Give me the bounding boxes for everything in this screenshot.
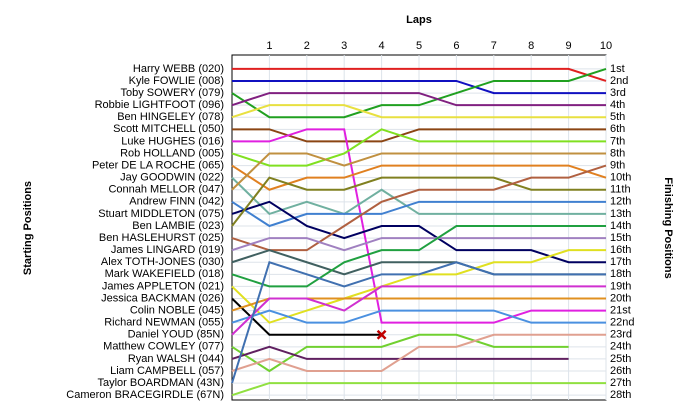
start-label: Alex TOTH-JONES (030) bbox=[101, 256, 224, 268]
y2-tick-label: 20th bbox=[610, 292, 631, 304]
x-tick-label: 3 bbox=[341, 40, 347, 52]
position-line bbox=[231, 309, 606, 324]
y2-tick-label: 9th bbox=[610, 159, 625, 171]
y2-axis-title: Finishing Positions bbox=[662, 177, 674, 278]
start-label: Luke HUGHES (016) bbox=[121, 135, 224, 147]
start-label: Colin NOBLE (045) bbox=[130, 304, 224, 316]
start-label: Ryan WALSH (044) bbox=[128, 353, 224, 365]
y2-tick-label: 6th bbox=[610, 123, 625, 135]
position-line bbox=[231, 260, 606, 384]
position-line bbox=[231, 285, 606, 336]
y2-tick-label: 25th bbox=[610, 353, 631, 365]
start-label: Connah MELLOR (047) bbox=[108, 184, 224, 196]
x-tick-label: 1 bbox=[266, 40, 272, 52]
position-line bbox=[231, 297, 382, 336]
start-label: James LINGARD (019) bbox=[111, 244, 224, 256]
y2-tick-label: 26th bbox=[610, 365, 631, 377]
start-label: Ben HASLEHURST (025) bbox=[99, 232, 224, 244]
x-tick-label: 4 bbox=[379, 40, 385, 52]
position-line bbox=[231, 104, 606, 119]
position-line bbox=[231, 200, 606, 264]
y2-tick-label: 19th bbox=[610, 280, 631, 292]
position-line bbox=[231, 333, 606, 372]
y2-tick-label: 10th bbox=[610, 172, 631, 184]
y2-tick-label: 16th bbox=[610, 244, 631, 256]
y2-tick-label: 27th bbox=[610, 377, 631, 389]
y2-tick-label: 28th bbox=[610, 389, 631, 401]
start-label: Mark WAKEFIELD (018) bbox=[105, 268, 224, 280]
position-line bbox=[232, 128, 606, 143]
start-label: Andrew FINN (042) bbox=[129, 196, 224, 208]
retirement-marker bbox=[376, 329, 387, 340]
start-label: Taylor BOARDMAN (43N) bbox=[97, 377, 224, 389]
x-tick-label: 10 bbox=[600, 40, 612, 52]
x-tick-label: 9 bbox=[566, 40, 572, 52]
start-label: Liam CAMPBELL (057) bbox=[110, 365, 224, 377]
y2-tick-label: 11th bbox=[610, 184, 631, 196]
y2-tick-label: 17th bbox=[610, 256, 631, 268]
start-label: Ben LAMBIE (023) bbox=[132, 220, 224, 232]
x-tick-label: 6 bbox=[453, 40, 459, 52]
start-label: James APPLETON (021) bbox=[102, 280, 224, 292]
y2-tick-label: 1st bbox=[610, 63, 625, 75]
position-line bbox=[231, 152, 606, 191]
y2-tick-label: 24th bbox=[610, 341, 631, 353]
position-line bbox=[231, 128, 606, 167]
y2-tick-label: 14th bbox=[610, 220, 631, 232]
start-label: Matthew COWLEY (077) bbox=[103, 341, 224, 353]
y2-tick-label: 8th bbox=[610, 147, 625, 159]
start-label: Robbie LIGHTFOOT (096) bbox=[95, 99, 224, 111]
x-tick-label: 5 bbox=[416, 40, 422, 52]
position-line bbox=[231, 67, 607, 119]
start-label: Toby SOWERY (079) bbox=[120, 87, 224, 99]
start-label: Cameron BRACEGIRDLE (67N) bbox=[66, 389, 224, 401]
chart-title: Laps bbox=[406, 14, 432, 26]
start-label: Peter DE LA ROCHE (065) bbox=[92, 159, 224, 171]
start-label: Harry WEBB (020) bbox=[133, 63, 224, 75]
position-line bbox=[232, 67, 607, 82]
start-label: Scott MITCHELL (050) bbox=[113, 123, 224, 135]
start-label: Richard NEWMAN (055) bbox=[104, 317, 224, 329]
y2-tick-label: 7th bbox=[610, 135, 625, 147]
position-line bbox=[231, 176, 606, 216]
y2-tick-label: 18th bbox=[610, 268, 631, 280]
start-label: Daniel YOUD (85N) bbox=[128, 329, 224, 341]
y2-tick-label: 23rd bbox=[610, 329, 632, 341]
position-line bbox=[231, 237, 606, 252]
position-line bbox=[231, 382, 606, 397]
start-label: Kyle FOWLIE (008) bbox=[129, 75, 224, 87]
position-line bbox=[231, 333, 569, 373]
start-label: Jay GOODWIN (022) bbox=[120, 172, 224, 184]
retirement-cross bbox=[376, 329, 387, 340]
position-line bbox=[232, 79, 606, 95]
y2-tick-label: 5th bbox=[610, 111, 625, 123]
position-line bbox=[232, 128, 606, 324]
position-line bbox=[231, 164, 607, 252]
y2-tick-label: 3rd bbox=[610, 87, 626, 99]
y2-tick-label: 13th bbox=[610, 208, 631, 220]
y2-tick-label: 12th bbox=[610, 196, 631, 208]
x-tick-label: 7 bbox=[491, 40, 497, 52]
y2-tick-label: 4th bbox=[610, 99, 625, 111]
position-line bbox=[231, 176, 606, 227]
y2-tick-label: 22nd bbox=[610, 317, 634, 329]
x-tick-label: 2 bbox=[304, 40, 310, 52]
position-line bbox=[231, 224, 606, 288]
start-label: Rob HOLLAND (005) bbox=[120, 147, 224, 159]
y2-tick-label: 2nd bbox=[610, 75, 628, 87]
y-axis-title: Starting Positions bbox=[22, 181, 34, 275]
y2-tick-label: 15th bbox=[610, 232, 631, 244]
x-tick-label: 8 bbox=[528, 40, 534, 52]
y2-tick-label: 21st bbox=[610, 304, 631, 316]
start-label: Ben HINGELEY (078) bbox=[117, 111, 224, 123]
position-line bbox=[231, 92, 606, 107]
position-line bbox=[231, 164, 607, 191]
start-label: Stuart MIDDLETON (075) bbox=[98, 208, 224, 220]
start-label: Jessica BACKMAN (026) bbox=[101, 292, 224, 304]
